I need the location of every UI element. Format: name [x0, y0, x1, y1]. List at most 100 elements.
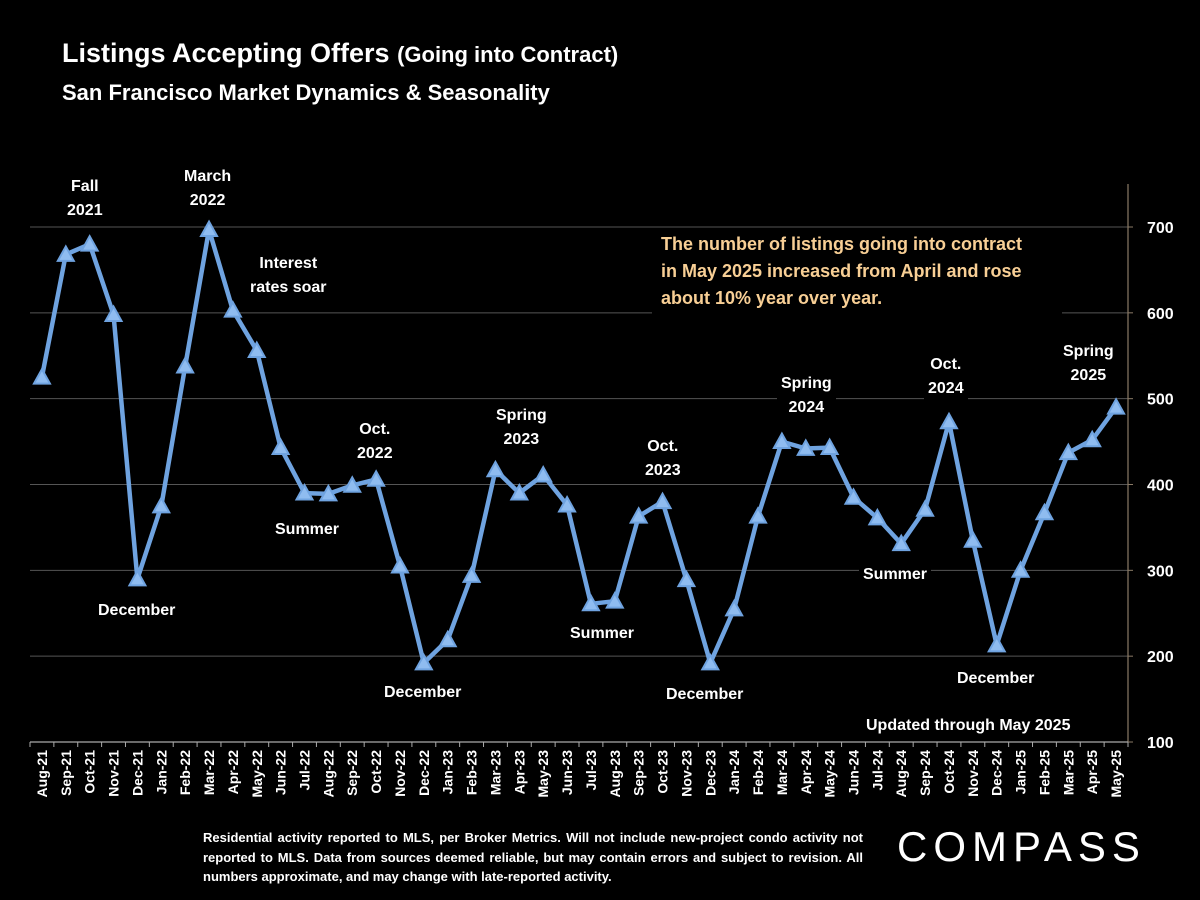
data-point	[843, 487, 864, 505]
x-tick-label: Sep-22	[344, 750, 360, 796]
x-tick-label: Jun-22	[273, 750, 289, 795]
data-point	[151, 495, 171, 514]
data-point	[127, 568, 148, 587]
x-tick-label: Jan-23	[440, 750, 456, 795]
data-point	[891, 533, 911, 552]
title-paren: (Going into Contract)	[397, 42, 619, 67]
x-tick-label: Feb-25	[1036, 750, 1052, 795]
x-tick-label: Apr-24	[798, 750, 814, 795]
x-tick-label: Oct-21	[82, 750, 98, 794]
data-point	[32, 367, 52, 385]
annotation-december-2024: December	[953, 667, 1039, 691]
data-point	[557, 495, 577, 513]
annotation-fall-2021: Fall 2021	[63, 175, 107, 223]
x-tick-label: Nov-24	[965, 750, 981, 797]
data-point	[724, 598, 744, 617]
annotation-oct-2022: Oct. 2022	[353, 418, 397, 466]
annotation-summer-2023: Summer	[566, 622, 639, 646]
x-tick-label: Feb-22	[177, 750, 193, 795]
annotation-december-2022: December	[380, 681, 466, 705]
note-line-1: The number of listings going into contra…	[661, 234, 1022, 254]
y-tick-label: 700	[1147, 220, 1174, 237]
data-point	[509, 483, 530, 501]
x-tick-label: Dec-23	[702, 750, 718, 796]
data-point	[772, 431, 792, 449]
x-tick-label: May-22	[249, 750, 265, 798]
data-point	[1106, 397, 1126, 415]
x-tick-label: Oct-23	[655, 750, 671, 794]
data-point	[342, 475, 362, 493]
data-point	[1010, 560, 1031, 578]
note-background	[652, 231, 1062, 329]
annotation-spring-2025: Spring 2025	[1059, 340, 1118, 388]
y-tick-label: 600	[1147, 306, 1174, 323]
data-point	[748, 506, 768, 524]
data-point	[103, 304, 124, 322]
data-point	[223, 300, 243, 318]
x-tick-label: Dec-21	[129, 750, 145, 796]
y-tick-label: 500	[1147, 392, 1174, 409]
annotation-oct-2023: Oct. 2023	[641, 435, 685, 483]
data-point	[318, 483, 339, 502]
x-tick-label: Feb-24	[750, 750, 766, 795]
x-tick-label: Aug-22	[320, 750, 336, 798]
data-point	[796, 438, 816, 456]
data-point	[987, 634, 1007, 653]
annotation-march-2022: March 2022	[180, 165, 236, 213]
data-point	[700, 652, 720, 671]
x-tick-label: Dec-24	[989, 750, 1005, 796]
data-point	[1034, 502, 1055, 521]
data-point	[175, 355, 195, 374]
data-point	[485, 459, 506, 478]
data-point	[915, 499, 935, 517]
chart-title: Listings Accepting Offers (Going into Co…	[62, 38, 618, 69]
note-text: The number of listings going into contra…	[661, 231, 1022, 312]
x-tick-label: May-23	[535, 750, 551, 798]
annotation-december-2021: December	[94, 599, 180, 623]
x-tick-label: Oct-22	[368, 750, 384, 794]
data-point	[390, 555, 410, 574]
x-tick-label: Sep-21	[58, 750, 74, 796]
x-tick-label: Mar-24	[774, 750, 790, 795]
x-tick-label: Jul-24	[869, 750, 885, 791]
compass-logo: COMPASS	[897, 823, 1146, 870]
data-point	[819, 437, 840, 455]
x-tick-label: Feb-23	[464, 750, 480, 795]
x-tick-label: Aug-23	[607, 750, 623, 798]
x-tick-label: Apr-23	[511, 750, 527, 795]
updated-label: Updated through May 2025	[866, 717, 1071, 734]
data-point	[652, 491, 673, 510]
annotation-spring-2023: Spring 2023	[492, 404, 551, 452]
chart-subtitle: San Francisco Market Dynamics & Seasonal…	[62, 80, 550, 105]
y-tick-label: 100	[1147, 735, 1174, 752]
x-tick-label: May-24	[822, 750, 838, 798]
x-tick-label: Mar-22	[201, 750, 217, 795]
data-point	[676, 569, 697, 588]
data-point	[533, 464, 553, 483]
x-tick-label: Jun-24	[846, 750, 862, 795]
annotation-december-2023: December	[662, 683, 748, 707]
annotation-oct-2024: Oct. 2024	[924, 353, 968, 401]
x-tick-label: Dec-22	[416, 750, 432, 796]
x-tick-label: Aug-24	[893, 750, 909, 798]
y-tick-label: 300	[1147, 563, 1174, 580]
data-point	[414, 652, 434, 671]
data-point	[438, 629, 458, 648]
x-tick-label: Jul-22	[297, 750, 313, 791]
data-point	[1058, 442, 1079, 461]
x-tick-label: Jan-24	[726, 750, 742, 795]
data-point	[270, 437, 291, 455]
x-tick-label: Jan-25	[1013, 750, 1029, 795]
y-tick-label: 200	[1147, 649, 1174, 666]
series-line	[39, 227, 1118, 666]
x-tick-label: Mar-25	[1060, 750, 1076, 795]
x-tick-label: Oct-24	[941, 750, 957, 794]
y-tick-label: 400	[1147, 478, 1174, 495]
data-point	[79, 234, 100, 252]
note-line-3: about 10% year over year.	[661, 288, 883, 308]
annotation-spring-2024: Spring 2024	[777, 372, 836, 420]
data-point	[605, 591, 625, 609]
data-point	[581, 593, 601, 612]
data-point	[294, 483, 315, 501]
